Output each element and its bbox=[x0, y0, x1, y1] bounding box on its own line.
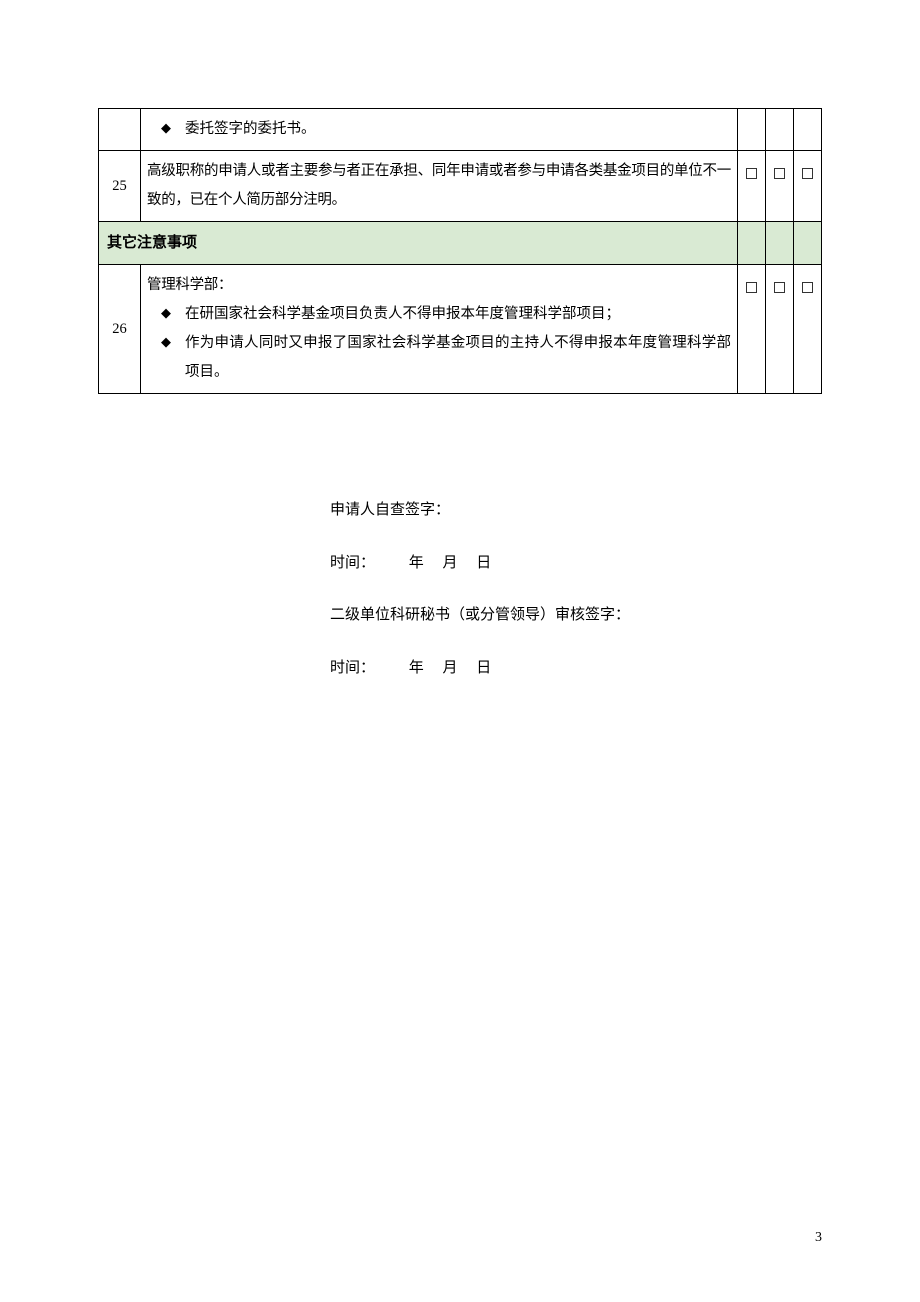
bullet-item: 作为申请人同时又申报了国家社会科学基金项目的主持人不得申报本年度管理科学部项目。 bbox=[147, 329, 731, 387]
checkbox-icon bbox=[746, 282, 757, 293]
signature-block: 申请人自查签字： 时间： 年 月 日 二级单位科研秘书（或分管领导）审核签字： … bbox=[330, 484, 822, 694]
check-cell bbox=[766, 109, 794, 151]
row-number bbox=[99, 109, 141, 151]
check-cell bbox=[794, 222, 822, 265]
applicant-date-line: 时间： 年 月 日 bbox=[330, 537, 822, 590]
reviewer-signature-label: 二级单位科研秘书（或分管领导）审核签字： bbox=[330, 589, 822, 642]
table-row: 其它注意事项 bbox=[99, 222, 822, 265]
table-row: 25高级职称的申请人或者主要参与者正在承担、同年申请或者参与申请各类基金项目的单… bbox=[99, 151, 822, 222]
check-cell bbox=[738, 222, 766, 265]
row-content: 高级职称的申请人或者主要参与者正在承担、同年申请或者参与申请各类基金项目的单位不… bbox=[141, 151, 738, 222]
checkbox-icon bbox=[802, 282, 813, 293]
row-content: 委托签字的委托书。 bbox=[141, 109, 738, 151]
applicant-signature-label: 申请人自查签字： bbox=[330, 484, 822, 537]
checkbox-icon bbox=[774, 168, 785, 179]
table-row: 委托签字的委托书。 bbox=[99, 109, 822, 151]
row-number: 25 bbox=[99, 151, 141, 222]
checkbox-icon bbox=[802, 168, 813, 179]
lead-text: 管理科学部： bbox=[147, 271, 731, 300]
check-cell bbox=[738, 151, 766, 222]
bullet-item: 委托签字的委托书。 bbox=[147, 115, 731, 144]
content-text: 高级职称的申请人或者主要参与者正在承担、同年申请或者参与申请各类基金项目的单位不… bbox=[147, 157, 731, 215]
checkbox-icon bbox=[746, 168, 757, 179]
check-cell bbox=[766, 151, 794, 222]
page-number: 3 bbox=[815, 1230, 822, 1246]
section-header: 其它注意事项 bbox=[99, 222, 738, 265]
check-cell bbox=[766, 265, 794, 394]
check-cell bbox=[738, 109, 766, 151]
bullet-item: 在研国家社会科学基金项目负责人不得申报本年度管理科学部项目； bbox=[147, 300, 731, 329]
check-cell bbox=[794, 151, 822, 222]
row-number: 26 bbox=[99, 265, 141, 394]
reviewer-date-line: 时间： 年 月 日 bbox=[330, 642, 822, 695]
check-cell bbox=[738, 265, 766, 394]
document-page: 委托签字的委托书。25高级职称的申请人或者主要参与者正在承担、同年申请或者参与申… bbox=[0, 0, 920, 694]
check-cell bbox=[766, 222, 794, 265]
check-cell bbox=[794, 265, 822, 394]
table-row: 26管理科学部：在研国家社会科学基金项目负责人不得申报本年度管理科学部项目；作为… bbox=[99, 265, 822, 394]
check-cell bbox=[794, 109, 822, 151]
checklist-table: 委托签字的委托书。25高级职称的申请人或者主要参与者正在承担、同年申请或者参与申… bbox=[98, 108, 822, 394]
row-content: 管理科学部：在研国家社会科学基金项目负责人不得申报本年度管理科学部项目；作为申请… bbox=[141, 265, 738, 394]
checkbox-icon bbox=[774, 282, 785, 293]
